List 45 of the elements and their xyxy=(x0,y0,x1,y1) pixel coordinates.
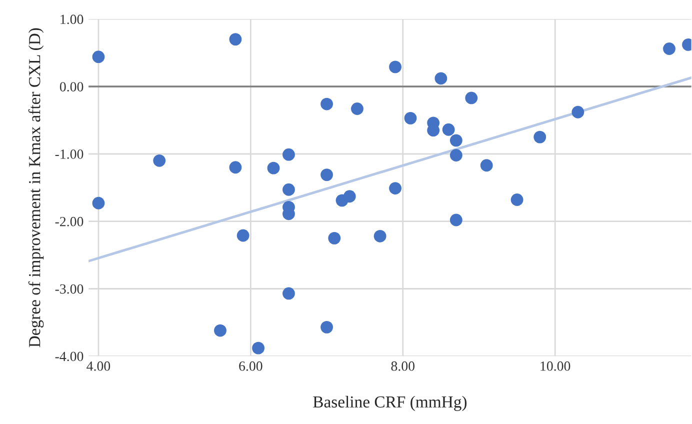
point xyxy=(434,72,448,85)
point xyxy=(389,182,402,195)
y-axis-title: Degree of improvement in Kmax after CXL (D) xyxy=(28,28,44,348)
point xyxy=(282,148,295,161)
point xyxy=(450,134,462,147)
point xyxy=(404,112,417,124)
point xyxy=(320,98,333,110)
point xyxy=(328,232,341,244)
point xyxy=(450,214,462,226)
point xyxy=(153,154,166,167)
point xyxy=(534,130,546,144)
point xyxy=(267,162,280,174)
point xyxy=(92,50,105,64)
x-tick-label: 8.00 xyxy=(391,361,415,371)
point xyxy=(282,183,295,196)
point xyxy=(351,102,364,115)
point xyxy=(236,229,250,242)
point xyxy=(442,123,455,136)
point xyxy=(450,149,462,162)
y-tick-label: -3.00 xyxy=(55,284,84,294)
y-tick-label: 0.00 xyxy=(60,82,84,92)
point xyxy=(663,42,676,55)
point xyxy=(92,196,105,210)
point xyxy=(480,159,493,172)
point xyxy=(320,168,333,182)
y-tick-label: -1.00 xyxy=(55,149,84,159)
point xyxy=(510,194,524,206)
y-tick-label: 1.00 xyxy=(60,14,84,24)
y-tick-label: -2.00 xyxy=(55,216,84,226)
point xyxy=(389,60,402,74)
x-tick-label: 10.00 xyxy=(540,361,570,371)
point xyxy=(214,324,226,337)
point xyxy=(572,106,584,118)
y-tick-label: -4.00 xyxy=(55,352,84,362)
point xyxy=(465,92,478,104)
point xyxy=(252,342,264,354)
point xyxy=(374,230,386,242)
point xyxy=(343,190,356,203)
point xyxy=(282,287,295,300)
point xyxy=(229,33,242,46)
x-tick-label: 4.00 xyxy=(86,361,110,371)
x-tick-label: 6.00 xyxy=(239,361,262,371)
x-axis-title: Baseline CRF (mmHg) xyxy=(313,396,467,411)
point xyxy=(229,161,242,174)
point xyxy=(320,320,333,334)
